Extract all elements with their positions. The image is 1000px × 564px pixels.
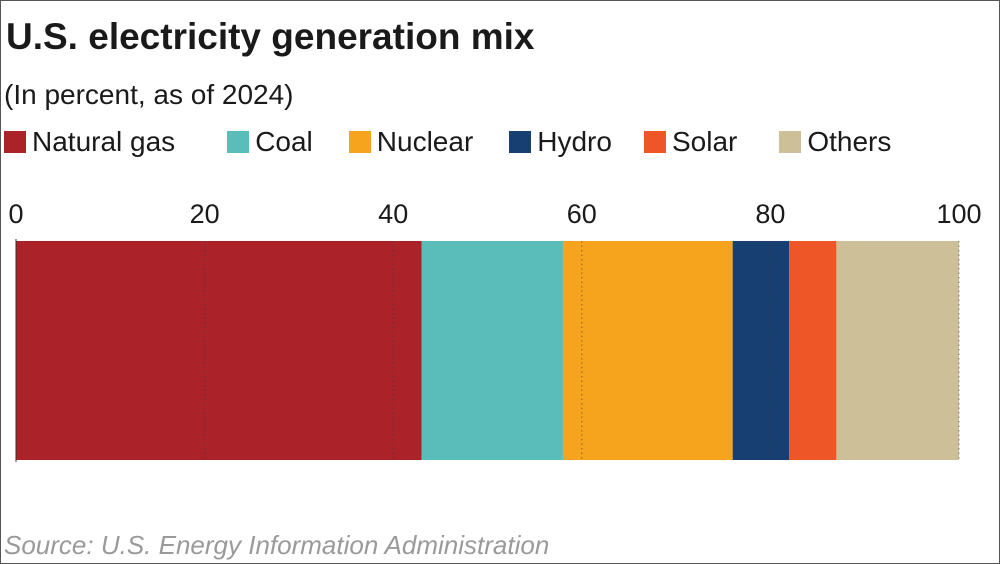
- x-tick-label: 0: [8, 199, 23, 229]
- bar-segment-natural-gas: [16, 241, 422, 460]
- legend-swatch: [4, 131, 26, 153]
- x-tick-label: 40: [378, 199, 408, 229]
- stacked-bar-chart: 0 20 40 60 80 100: [8, 199, 982, 462]
- x-tick-label: 60: [567, 199, 597, 229]
- legend-label: Solar: [671, 126, 738, 157]
- legend-swatch: [348, 131, 371, 153]
- x-tick-label: 20: [190, 199, 220, 229]
- legend-label: Nuclear: [376, 126, 474, 157]
- legend-label: Natural gas: [32, 126, 176, 157]
- legend-item-others: Others: [779, 126, 891, 158]
- legend: Natural gas Coal Nuclear Hydro Solar Others: [4, 122, 891, 162]
- x-tick-label: 100: [936, 199, 981, 229]
- legend-label: Hydro: [537, 126, 612, 157]
- legend-item-hydro: Hydro: [509, 126, 612, 158]
- legend-swatch: [779, 131, 802, 153]
- chart-title: U.S. electricity generation mix: [6, 16, 535, 57]
- legend-label: Others: [807, 126, 892, 157]
- legend-swatch: [509, 131, 532, 153]
- source-note: Source: U.S. Energy Information Administ…: [4, 530, 550, 560]
- legend-item-solar: Solar: [643, 126, 738, 158]
- bar-segment-hydro: [732, 241, 790, 460]
- bar-segment-solar: [789, 241, 837, 460]
- bar-segment-coal: [421, 241, 563, 460]
- legend-item-natural-gas: Natural gas: [4, 126, 175, 158]
- chart-subtitle: (In percent, as of 2024): [4, 79, 294, 110]
- legend-swatch: [227, 131, 250, 153]
- x-tick-label: 80: [755, 199, 785, 229]
- legend-item-coal: Coal: [227, 126, 313, 158]
- bar-segment-others: [836, 241, 959, 460]
- bar-segment-nuclear: [562, 241, 733, 460]
- legend-swatch: [643, 131, 666, 153]
- legend-label: Coal: [255, 126, 313, 157]
- legend-item-nuclear: Nuclear: [348, 126, 474, 158]
